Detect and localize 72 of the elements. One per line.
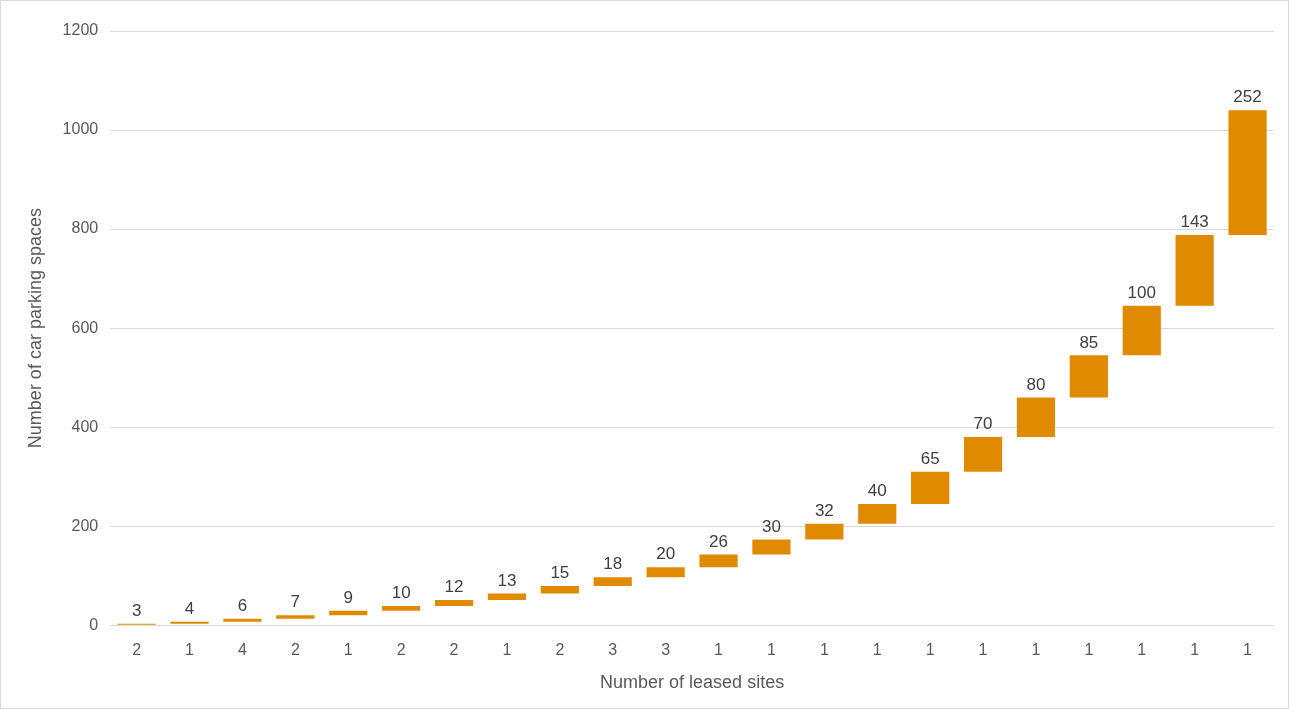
y-tick-label: 200 bbox=[71, 516, 99, 534]
data-label: 40 bbox=[867, 481, 887, 501]
bar bbox=[1122, 305, 1161, 356]
x-tick-label: 1 bbox=[1243, 641, 1253, 659]
data-label: 30 bbox=[761, 516, 781, 536]
data-label: 70 bbox=[973, 414, 993, 434]
x-tick-label: 1 bbox=[1031, 641, 1041, 659]
data-label: 26 bbox=[709, 531, 729, 551]
y-tick-label: 0 bbox=[89, 615, 99, 633]
bar bbox=[1016, 397, 1056, 438]
bar bbox=[858, 503, 897, 524]
bar bbox=[593, 577, 632, 587]
data-label: 13 bbox=[497, 570, 517, 590]
data-label: 100 bbox=[1127, 283, 1156, 303]
data-label: 3 bbox=[131, 600, 142, 620]
data-label: 65 bbox=[920, 448, 940, 468]
x-tick-label: 1 bbox=[502, 641, 512, 659]
data-label: 15 bbox=[550, 563, 570, 583]
bar bbox=[276, 615, 315, 619]
y-tick-label: 1000 bbox=[62, 120, 99, 138]
data-label: 4 bbox=[184, 598, 195, 618]
x-tick-label: 2 bbox=[449, 641, 459, 659]
y-tick-label: 800 bbox=[71, 219, 99, 237]
x-tick-label: 3 bbox=[661, 641, 671, 659]
bar bbox=[540, 586, 579, 594]
bar bbox=[699, 554, 738, 568]
data-label: 32 bbox=[814, 500, 834, 520]
data-label: 80 bbox=[1026, 374, 1046, 394]
y-tick-label: 1200 bbox=[62, 21, 99, 39]
bar bbox=[487, 593, 527, 600]
bar bbox=[911, 471, 950, 504]
data-label: 7 bbox=[290, 592, 301, 612]
x-tick-label: 1 bbox=[925, 641, 935, 659]
data-label: 10 bbox=[391, 583, 411, 603]
y-tick-label: 600 bbox=[71, 318, 99, 336]
x-tick-label: 1 bbox=[1084, 641, 1094, 659]
y-tick-label: 400 bbox=[71, 417, 99, 435]
data-label: 85 bbox=[1079, 332, 1099, 352]
bar bbox=[434, 599, 474, 606]
x-tick-label: 3 bbox=[608, 641, 618, 659]
x-tick-label: 1 bbox=[819, 641, 829, 659]
data-label: 143 bbox=[1180, 212, 1209, 232]
bar bbox=[1175, 235, 1214, 306]
x-axis-title: Number of leased sites bbox=[600, 672, 785, 693]
data-label: 18 bbox=[603, 554, 623, 574]
bar bbox=[805, 523, 844, 540]
x-tick-label: 1 bbox=[343, 641, 353, 659]
x-tick-label: 1 bbox=[185, 641, 195, 659]
bar bbox=[382, 605, 421, 611]
x-tick-label: 1 bbox=[978, 641, 988, 659]
data-label: 20 bbox=[656, 544, 676, 564]
bar bbox=[1228, 110, 1267, 236]
bar bbox=[1069, 355, 1108, 398]
x-tick-label: 2 bbox=[396, 641, 406, 659]
bar bbox=[963, 437, 1003, 472]
bar bbox=[752, 539, 791, 555]
x-tick-label: 1 bbox=[714, 641, 724, 659]
data-label: 9 bbox=[343, 588, 353, 608]
x-tick-label: 1 bbox=[872, 641, 882, 659]
data-label: 12 bbox=[444, 577, 464, 597]
x-tick-label: 2 bbox=[132, 641, 142, 659]
data-label: 252 bbox=[1233, 87, 1262, 107]
bar bbox=[646, 567, 685, 578]
bar bbox=[223, 618, 262, 622]
x-tick-label: 2 bbox=[555, 641, 565, 659]
x-tick-label: 4 bbox=[237, 641, 247, 659]
data-label: 6 bbox=[237, 595, 248, 615]
y-axis-title: Number of car parking spaces bbox=[24, 208, 45, 449]
x-tick-label: 2 bbox=[290, 641, 300, 659]
x-tick-label: 1 bbox=[1190, 641, 1200, 659]
x-tick-label: 1 bbox=[766, 641, 776, 659]
x-tick-label: 1 bbox=[1137, 641, 1147, 659]
